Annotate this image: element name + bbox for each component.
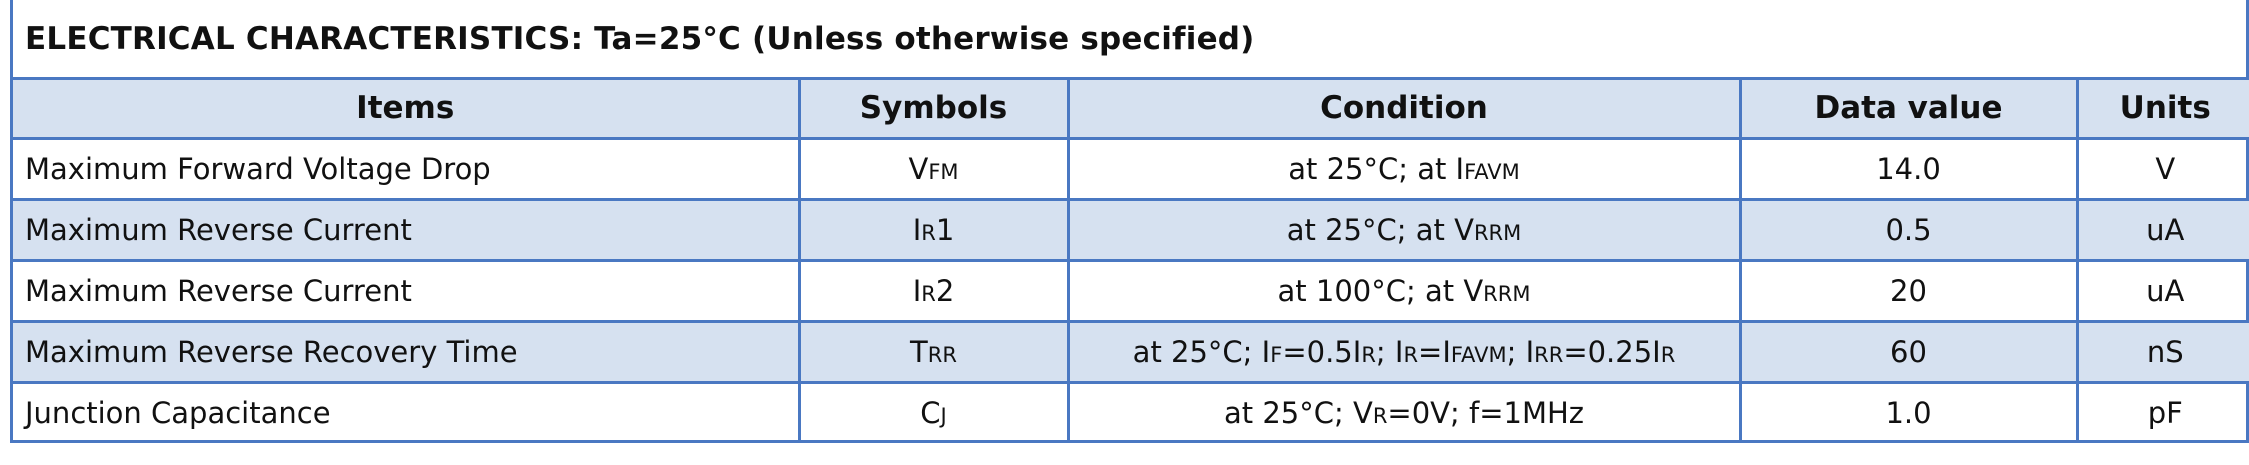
cell-item: Maximum Reverse Recovery Time [13,321,801,384]
header-condition: Condition [1068,80,1742,140]
cell-text: at 25°C; V [1223,396,1373,431]
subscript-text: RRM [1473,220,1522,245]
header-data-value: Data value [1740,80,2079,140]
subscript-text: R [1403,342,1419,367]
table-title: ELECTRICAL CHARACTERISTICS: Ta=25°C (Unl… [13,0,2246,80]
cell-unit: uA [2077,260,2249,323]
characteristics-sheet: ELECTRICAL CHARACTERISTICS: Ta=25°C (Unl… [10,0,2249,443]
cell-text: T [910,334,928,369]
cell-symbol: CJ [799,382,1070,443]
cell-text: at 25°C; I [1132,334,1271,369]
cell-data-value: 1.0 [1740,382,2079,443]
cell-text: V [908,151,929,186]
cell-condition: at 25°C; at IFAVM [1068,138,1742,201]
subscript-text: FAVM [1450,342,1507,367]
cell-unit: pF [2147,396,2183,431]
cell-item: Junction Capacitance [13,382,801,443]
subscript-text: R [1361,342,1376,367]
cell-text: ; I [1375,334,1404,369]
cell-text: =0.25I [1563,334,1661,369]
subscript-text: J [940,404,947,429]
cell-text: ; I [1506,334,1535,369]
header-row: Items Symbols Condition Data value Units [13,80,2249,140]
subscript-text: RR [1534,342,1564,367]
cell-data-value: 60 [1740,321,2079,384]
cell-data-value: 0.5 [1740,199,2079,262]
cell-text: 2 [935,273,955,308]
cell-symbol: TRR [799,321,1070,384]
subscript-text: F [1270,342,1283,367]
subscript-text: R [1660,342,1676,367]
cell-data-value: 14.0 [1740,138,2079,201]
cell-condition: at 25°C; VR=0V; f=1MHz [1068,382,1742,443]
subscript-text: FM [928,159,959,184]
table-row: Junction Capacitance CJ at 25°C; VR=0V; f=… [13,382,2249,443]
subscript-text: R [921,281,936,306]
subscript-text: R [921,220,936,245]
cell-symbol: IR1 [799,199,1070,262]
cell-unit: V [2077,138,2249,201]
cell-item: Maximum Reverse Current [13,199,801,262]
cell-unit: uA [2077,199,2249,262]
cell-text: I [912,273,922,308]
characteristics-table: Items Symbols Condition Data value Units… [13,80,2249,443]
cell-text: =I [1418,334,1451,369]
subscript-text: RR [927,342,957,367]
cell-text: I [912,212,922,247]
cell-data-value: 20 [1740,260,2079,323]
table-row: Maximum Forward Voltage Drop VFM at 25°C; … [13,138,2249,201]
cell-condition: at 25°C; at VRRM [1068,199,1742,262]
header-items: Items [13,80,801,140]
subscript-text: RRM [1483,281,1531,306]
header-symbols: Symbols [799,80,1070,140]
table-body: Maximum Forward Voltage Drop VFM at 25°C; … [13,138,2249,443]
table-row: Maximum Reverse Current IR1 at 25°C; at VR… [13,199,2249,262]
cell-text: at 25°C; at I [1288,151,1465,186]
cell-text: at 25°C; at V [1286,212,1474,247]
cell-condition: at 100°C; at VRRM [1068,260,1742,323]
cell-text: C [920,396,941,431]
cell-text: =0.5I [1282,334,1362,369]
header-units: Units [2077,80,2249,140]
subscript-text: R [1372,404,1388,429]
table-row: Maximum Reverse Recovery Time TRR at 25°C;… [13,321,2249,384]
table-row: Maximum Reverse Current IR2 at 100°C; at V… [13,260,2249,323]
cell-text: =0V; f=1MHz [1387,396,1585,431]
cell-text: 1 [935,212,955,247]
cell-condition: at 25°C; IF=0.5IR; IR=IFAVM; IRR=0.25IR [1068,321,1742,384]
cell-unit: nS [2077,321,2249,384]
cell-symbol: IR2 [799,260,1070,323]
cell-item: Maximum Forward Voltage Drop [13,138,801,201]
cell-symbol: VFM [799,138,1070,201]
cell-text: at 100°C; at V [1277,273,1484,308]
cell-item: Maximum Reverse Current [13,260,801,323]
subscript-text: FAVM [1464,159,1520,184]
